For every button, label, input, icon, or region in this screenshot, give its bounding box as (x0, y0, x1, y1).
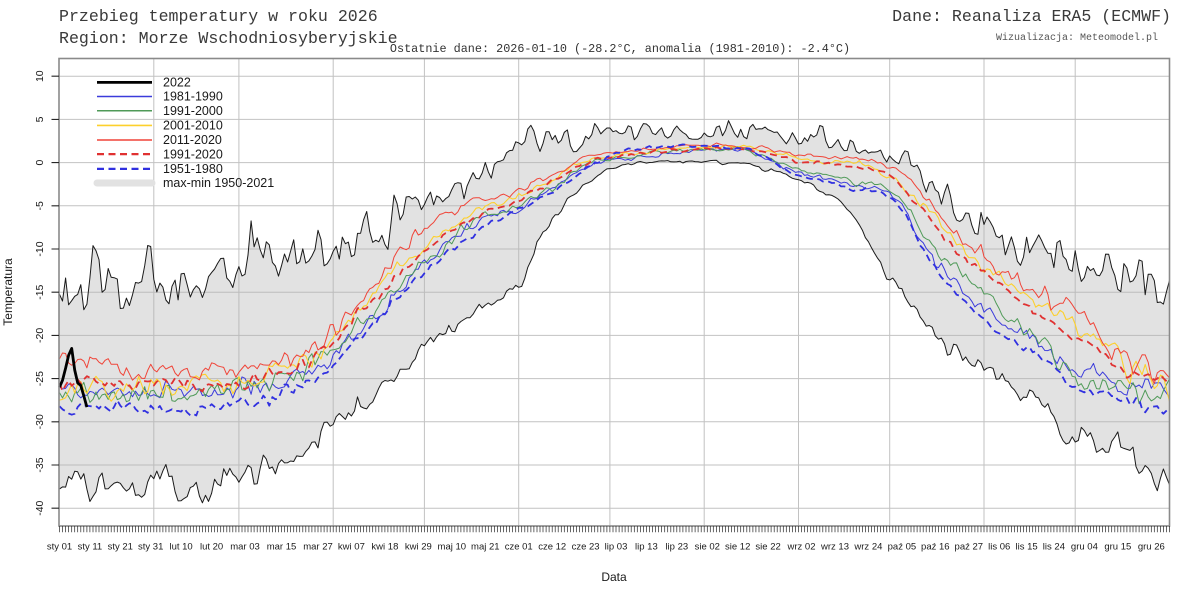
svg-text:paź 27: paź 27 (955, 542, 984, 553)
svg-text:Region: Morze Wschodniosyberyj: Region: Morze Wschodniosyberyjskie (59, 29, 398, 48)
svg-text:sty 01: sty 01 (47, 542, 72, 553)
svg-text:lis 15: lis 15 (1016, 542, 1038, 553)
svg-text:2011-2020: 2011-2020 (163, 133, 222, 147)
svg-text:paź 05: paź 05 (888, 542, 917, 553)
svg-text:Temperatura: Temperatura (1, 258, 15, 326)
svg-text:maj 10: maj 10 (438, 542, 467, 553)
svg-text:mar 15: mar 15 (267, 542, 297, 553)
svg-text:sty 21: sty 21 (108, 542, 133, 553)
svg-text:-5: -5 (34, 201, 46, 210)
svg-text:Dane: Reanaliza ERA5 (ECMWF): Dane: Reanaliza ERA5 (ECMWF) (892, 7, 1171, 26)
svg-text:kwi 07: kwi 07 (338, 542, 365, 553)
svg-text:1991-2000: 1991-2000 (163, 104, 223, 118)
svg-text:sie 22: sie 22 (755, 542, 780, 553)
svg-text:sty 31: sty 31 (138, 542, 163, 553)
svg-text:gru 04: gru 04 (1071, 542, 1098, 553)
svg-text:gru 26: gru 26 (1138, 542, 1165, 553)
svg-text:-25: -25 (34, 371, 46, 386)
svg-text:kwi 29: kwi 29 (405, 542, 432, 553)
svg-text:Przebieg temperatury w roku 20: Przebieg temperatury w roku 2026 (59, 7, 378, 26)
svg-text:-40: -40 (34, 500, 46, 515)
svg-text:lis 06: lis 06 (988, 542, 1010, 553)
svg-text:-30: -30 (34, 414, 46, 429)
svg-text:lip 13: lip 13 (635, 542, 658, 553)
svg-text:paź 16: paź 16 (921, 542, 950, 553)
svg-text:mar 27: mar 27 (303, 542, 333, 553)
svg-text:wrz 02: wrz 02 (787, 542, 816, 553)
svg-text:wrz 13: wrz 13 (820, 542, 849, 553)
svg-text:lip 23: lip 23 (665, 542, 688, 553)
svg-text:Ostatnie dane: 2026-01-10 (-28: Ostatnie dane: 2026-01-10 (-28.2°C, anom… (390, 42, 850, 56)
svg-text:lis 24: lis 24 (1043, 542, 1065, 553)
svg-text:maj 21: maj 21 (471, 542, 500, 553)
svg-text:lut 10: lut 10 (169, 542, 192, 553)
svg-text:sie 02: sie 02 (695, 542, 720, 553)
svg-text:lut 20: lut 20 (200, 542, 223, 553)
svg-text:max-min 1950-2021: max-min 1950-2021 (163, 176, 274, 190)
svg-text:kwi 18: kwi 18 (371, 542, 398, 553)
svg-text:-35: -35 (34, 457, 46, 472)
svg-text:1991-2020: 1991-2020 (163, 147, 223, 161)
svg-text:cze 01: cze 01 (505, 542, 533, 553)
svg-text:sie 12: sie 12 (725, 542, 750, 553)
svg-text:lip 03: lip 03 (605, 542, 628, 553)
svg-text:Data: Data (601, 570, 627, 584)
svg-text:mar 03: mar 03 (230, 542, 260, 553)
svg-text:0: 0 (34, 160, 46, 166)
svg-text:5: 5 (34, 116, 46, 122)
svg-text:cze 12: cze 12 (538, 542, 566, 553)
svg-text:1981-1990: 1981-1990 (163, 90, 223, 104)
svg-text:2022: 2022 (163, 76, 191, 90)
svg-text:gru 15: gru 15 (1104, 542, 1131, 553)
svg-text:10: 10 (34, 70, 46, 82)
svg-text:-10: -10 (34, 241, 46, 256)
svg-text:sty 11: sty 11 (78, 542, 103, 553)
svg-text:wrz 24: wrz 24 (853, 542, 882, 553)
svg-text:cze 23: cze 23 (572, 542, 600, 553)
svg-text:1951-1980: 1951-1980 (163, 162, 223, 176)
svg-text:-15: -15 (34, 284, 46, 299)
svg-text:Wizualizacja: Meteomodel.pl: Wizualizacja: Meteomodel.pl (996, 32, 1158, 44)
svg-text:-20: -20 (34, 328, 46, 343)
svg-text:2001-2010: 2001-2010 (163, 119, 223, 133)
